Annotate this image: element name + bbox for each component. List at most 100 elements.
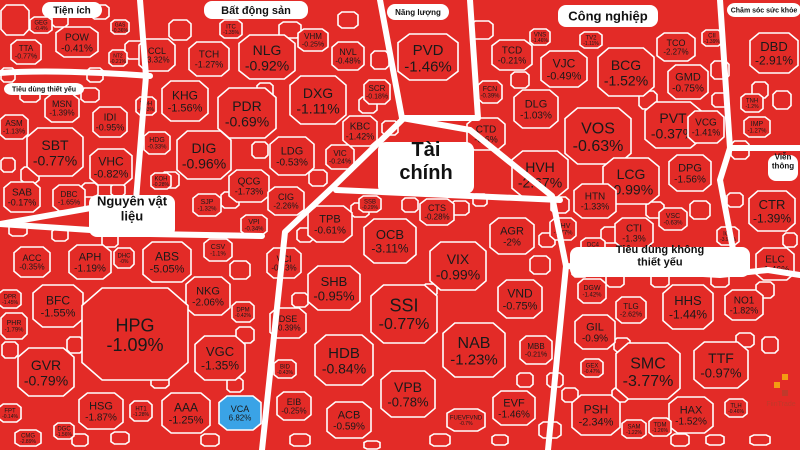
- stock-tile-ht1[interactable]: HT1-1.28%: [129, 400, 153, 422]
- stock-tile-dgw[interactable]: DGW-1.42%: [577, 278, 607, 304]
- stock-tile-csv[interactable]: CSV-1.1%: [203, 238, 233, 262]
- stock-tile-dgc[interactable]: DGC-1.56%: [53, 422, 75, 440]
- stock-tile-eib[interactable]: EIB-0.25%: [276, 391, 312, 421]
- stock-tile-tco[interactable]: TCO-2.27%: [656, 32, 696, 62]
- stock-tile-psh[interactable]: PSH-2.34%: [571, 394, 621, 436]
- stock-tile-cti[interactable]: CTI-1.3%: [614, 217, 654, 249]
- stock-tile-tcd[interactable]: TCD-0.21%: [491, 39, 533, 71]
- stock-tile-hsg[interactable]: HSG-1.87%: [78, 392, 124, 430]
- stock-tile-pvt[interactable]: PVT-0.37%: [644, 101, 702, 149]
- stock-tile-pvd[interactable]: PVD-1.46%: [397, 33, 459, 81]
- stock-tile-vic[interactable]: VIC-0.24%: [325, 144, 355, 170]
- stock-tile-hpg[interactable]: HPG-1.09%: [81, 287, 189, 381]
- stock-tile-khg[interactable]: KHG-1.56%: [161, 80, 209, 122]
- stock-tile-fpt[interactable]: FPT-0.14%: [0, 403, 22, 423]
- stock-tile-nlg[interactable]: NLG-0.92%: [238, 34, 296, 80]
- stock-tile-tlg[interactable]: TLG-2.62%: [615, 296, 647, 324]
- stock-tile-vsc[interactable]: VSC-0.63%: [658, 207, 688, 231]
- stock-tile-tta[interactable]: TTA-0.77%: [10, 39, 42, 65]
- stock-tile-ssb[interactable]: SSB-0.29%: [358, 195, 382, 213]
- stock-tile-kbc[interactable]: KBC-1.42%: [342, 115, 378, 147]
- stock-tile-gex[interactable]: GEX-0.47%: [580, 358, 604, 378]
- stock-tile-dig[interactable]: DIG-0.96%: [176, 130, 232, 180]
- stock-tile-acc[interactable]: ACC-0.35%: [13, 246, 51, 278]
- stock-tile-itc[interactable]: ITC-1.35%: [219, 19, 243, 39]
- stock-tile-ctr[interactable]: CTR-1.39%: [748, 190, 796, 232]
- stock-tile-tnh[interactable]: TNH-1.2%: [740, 93, 764, 113]
- stock-tile-agr[interactable]: AGR-2%: [489, 217, 535, 255]
- stock-tile-phr[interactable]: PHR-1.79%: [0, 312, 28, 340]
- stock-tile-ldg[interactable]: LDG-0.53%: [269, 136, 315, 176]
- stock-tile-evf[interactable]: EVF-1.46%: [492, 390, 536, 426]
- stock-tile-vpi[interactable]: VPI-0.34%: [240, 214, 268, 236]
- stock-tile-qcg[interactable]: QCG-1.73%: [228, 169, 270, 203]
- stock-tile-cig[interactable]: CIG-2.26%: [267, 186, 305, 216]
- stock-tile-gil[interactable]: GIL-0.9%: [574, 314, 616, 350]
- stock-tile-geg[interactable]: GEG-0.4%: [29, 16, 53, 34]
- stock-tile-dbc[interactable]: DBC-1.65%: [52, 184, 86, 212]
- stock-tile-vjc[interactable]: VJC-0.49%: [540, 50, 588, 88]
- stock-tile-vns[interactable]: VNS-1.46%: [529, 28, 551, 46]
- stock-tile-aaa[interactable]: AAA-1.25%: [161, 392, 211, 434]
- stock-tile-nab[interactable]: NAB-1.23%: [442, 322, 506, 378]
- stock-tile-ttf[interactable]: TTF-0.97%: [693, 341, 749, 389]
- stock-tile-vix[interactable]: VIX-0.99%: [429, 241, 487, 291]
- stock-tile-sbt[interactable]: SBT-0.77%: [26, 127, 84, 177]
- stock-tile-htn[interactable]: HTN-1.33%: [573, 183, 617, 219]
- stock-tile-sam[interactable]: SAM-1.22%: [621, 419, 647, 439]
- stock-tile-mbb[interactable]: MBB-0.21%: [519, 335, 553, 365]
- stock-tile-dpg[interactable]: DPG-1.56%: [668, 154, 712, 192]
- stock-tile-imp[interactable]: IMP-1.27%: [743, 116, 771, 138]
- stock-tile-vnd[interactable]: VND-0.75%: [497, 279, 543, 319]
- stock-tile-tch[interactable]: TCH-1.27%: [188, 41, 230, 77]
- stock-tile-pow[interactable]: POW-0.41%: [55, 26, 99, 58]
- stock-tile-fuevfvnd[interactable]: FUEVFVND-0.7%: [446, 408, 486, 432]
- stock-tile-dxg[interactable]: DXG-1.11%: [289, 75, 347, 125]
- stock-tile-tv2[interactable]: TV2-1.11%: [579, 31, 603, 49]
- stock-tile-tpb[interactable]: TPB-0.61%: [307, 205, 353, 243]
- stock-tile-gvr[interactable]: GVR-0.79%: [17, 347, 75, 397]
- stock-tile-cii[interactable]: CII-1.39%: [701, 29, 723, 47]
- stock-tile-gmd[interactable]: GMD-0.75%: [667, 64, 709, 100]
- stock-tile-dpm[interactable]: DPM-0.42%: [231, 301, 255, 323]
- stock-tile-vpb[interactable]: VPB-0.78%: [380, 370, 436, 418]
- stock-tile-pdr[interactable]: PDR-0.69%: [217, 87, 277, 139]
- stock-tile-vos[interactable]: VOS-0.63%: [564, 107, 632, 165]
- stock-tile-vhc[interactable]: VHC-0.82%: [89, 148, 133, 186]
- stock-tile-cmg[interactable]: CMG-2.89%: [14, 429, 42, 447]
- stock-tile-ccl[interactable]: CCL-3.32%: [138, 38, 176, 72]
- stock-tile-bcg[interactable]: BCG-1.52%: [597, 47, 655, 97]
- stock-tile-tdm[interactable]: TDM-1.26%: [648, 417, 672, 437]
- stock-tile-bid[interactable]: BID-0.43%: [273, 359, 297, 379]
- stock-tile-smc[interactable]: SMC-3.77%: [615, 342, 681, 400]
- stock-tile-dlg[interactable]: DLG-1.03%: [513, 89, 559, 129]
- stock-tile-scr[interactable]: SCR-0.18%: [363, 79, 391, 105]
- stock-tile-hdg[interactable]: HDG-0.33%: [143, 131, 171, 155]
- stock-tile-dpr[interactable]: DPR-1.45%: [0, 289, 22, 309]
- stock-tile-gas[interactable]: GAS-0.36%: [110, 19, 130, 35]
- stock-tile-acb[interactable]: ACB-0.59%: [326, 401, 372, 439]
- stock-tile-hhs[interactable]: HHS-1.44%: [662, 284, 714, 330]
- stock-tile-bfc[interactable]: BFC-1.55%: [32, 284, 84, 328]
- stock-tile-no1[interactable]: NO1-1.82%: [724, 289, 764, 321]
- stock-tile-hax[interactable]: HAX-1.52%: [668, 396, 714, 434]
- stock-tile-vgc[interactable]: VGC-1.35%: [194, 335, 246, 381]
- stock-tile-koh[interactable]: KOH-0.28%: [150, 172, 172, 190]
- stock-tile-vcg[interactable]: VCG-1.41%: [687, 110, 725, 144]
- stock-tile-hdb[interactable]: HDB-0.84%: [314, 334, 374, 386]
- stock-tile-aph[interactable]: APH-1.19%: [68, 244, 112, 280]
- stock-tile-dbd[interactable]: DBD-2.91%: [749, 32, 799, 74]
- stock-tile-sjp[interactable]: SJP-1.32%: [192, 193, 222, 217]
- stock-tile-abs[interactable]: ABS-5.05%: [142, 241, 192, 283]
- stock-tile-lcg[interactable]: LCG-0.99%: [602, 157, 660, 205]
- stock-tile-nkg[interactable]: NKG-2.06%: [185, 276, 231, 316]
- stock-tile-nvl[interactable]: NVL-0.48%: [331, 41, 365, 71]
- stock-tile-msn[interactable]: MSN-1.39%: [44, 93, 80, 123]
- stock-tile-cts[interactable]: CTS-0.28%: [419, 198, 455, 226]
- stock-tile-vhm[interactable]: VHM-0.25%: [297, 28, 329, 52]
- stock-tile-dhc[interactable]: DHC-0%: [113, 247, 135, 269]
- stock-tile-sab[interactable]: SAB-0.17%: [3, 181, 41, 213]
- stock-tile-idi[interactable]: IDI-0.95%: [92, 106, 128, 138]
- stock-tile-tlh[interactable]: TLH-0.46%: [724, 398, 748, 418]
